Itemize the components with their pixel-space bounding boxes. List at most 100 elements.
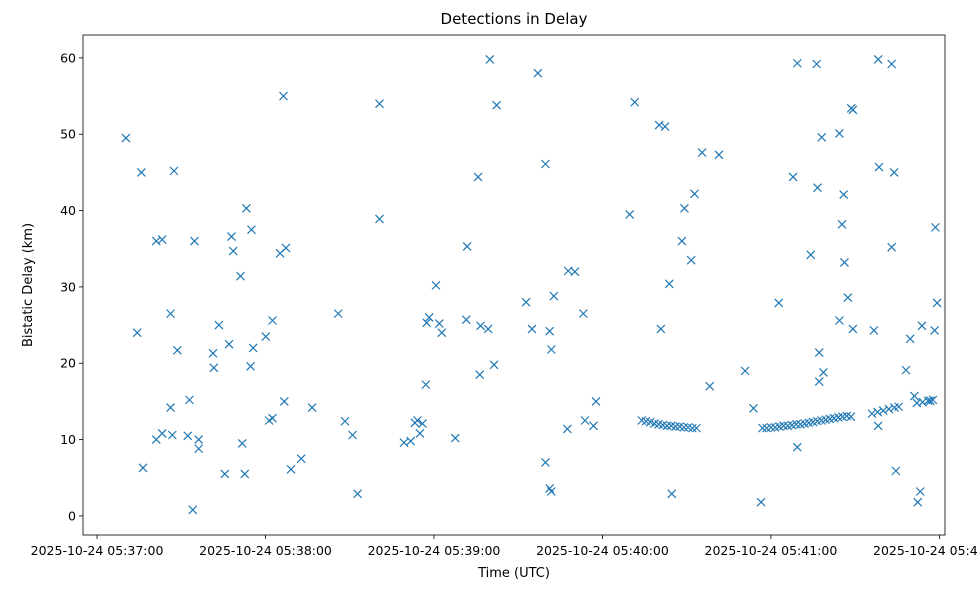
data-point-marker [839,190,849,199]
data-point-marker [399,438,409,448]
data-point-marker [562,424,572,434]
data-point-marker [813,183,822,193]
data-point-marker [867,409,877,419]
data-point-marker [237,438,247,448]
x-tick-label: 2025-10-24 05:38:00 [199,543,332,558]
x-tick-label: 2025-10-24 05:41:00 [705,543,838,558]
data-point-marker [521,297,531,307]
data-point-marker [533,68,543,78]
data-point-marker [774,298,784,308]
chart-title: Detections in Delay [441,10,588,28]
data-point-marker [296,454,306,464]
data-point-marker [756,497,766,507]
data-point-marker [791,419,801,429]
data-point-marker [307,403,317,412]
data-point-marker [286,464,296,474]
data-point-marker [236,271,245,281]
data-point-marker [268,413,277,423]
data-point-marker [281,243,291,253]
data-point-marker [923,396,933,406]
data-point-marker [157,235,167,245]
data-point-marker [333,309,343,319]
data-point-marker [476,321,486,331]
data-point-marker [889,167,899,177]
data-point-marker [172,345,182,355]
data-point-marker [846,412,856,422]
data-point-marker [887,242,897,252]
data-point-marker [817,132,827,142]
data-point-marker [848,105,858,115]
data-point-marker [375,214,384,224]
y-axis: 0 10 20 30 40 50 60 [60,50,83,523]
data-point-marker [812,59,822,69]
data-point-marker [492,100,502,110]
data-point-marker [654,120,664,130]
data-point-marker [578,309,588,319]
data-point-marker [422,318,432,328]
data-point-marker [450,433,460,443]
data-point-marker [240,469,250,479]
data-point-marker [630,97,640,107]
data-point-marker [166,309,176,319]
data-point-marker [925,396,935,406]
data-point-marker [279,396,289,406]
data-point-marker [792,58,802,68]
y-tick-label: 60 [60,50,76,65]
data-point-marker [905,334,915,344]
data-point-marker [930,325,940,335]
data-point-marker [874,162,884,172]
data-point-marker [677,236,687,246]
data-points [121,55,942,515]
data-point-marker [261,332,271,341]
data-point-marker [679,422,689,432]
data-point-marker [184,395,194,405]
data-point-marker [878,406,888,415]
y-tick-label: 0 [68,508,76,523]
y-tick-label: 30 [60,279,76,294]
data-point-marker [541,458,550,467]
data-point-marker [151,236,161,246]
data-point-marker [591,396,601,406]
data-point-marker [901,365,911,375]
data-point-marker [183,431,193,441]
data-point-marker [348,430,357,440]
data-point-marker [415,429,425,438]
data-point-marker [915,487,925,496]
data-point-marker [208,348,218,358]
data-point-marker [779,421,788,431]
data-point-marker [483,324,493,334]
y-tick-label: 10 [60,432,76,447]
data-point-marker [246,361,256,371]
data-point-marker [806,250,816,260]
data-point-marker [837,219,847,229]
data-point-marker [692,423,701,433]
data-point-marker [194,444,204,454]
data-point-marker [932,298,942,308]
data-point-marker [461,315,471,325]
data-point-marker [227,232,236,241]
data-point-marker [869,325,879,335]
data-point-marker [690,189,699,199]
data-point-marker [625,209,635,219]
data-point-marker [462,242,472,251]
data-point-marker [873,421,883,431]
data-point-marker [169,166,179,176]
x-tick-label: 2025-10-24 05:37:00 [31,543,164,558]
data-point-marker [434,319,444,328]
data-point-marker [835,316,844,325]
data-point-marker [224,339,234,349]
data-point-marker [527,324,537,334]
data-point-marker [840,258,849,267]
data-point-marker [406,436,416,446]
data-point-marker [884,404,894,414]
data-point-marker [375,99,384,109]
data-point-marker [667,489,677,499]
data-point-marker [873,407,883,417]
x-axis-label: Time (UTC) [477,566,550,581]
data-point-marker [687,423,697,433]
data-point-marker [489,360,499,370]
data-point-marker [894,402,904,412]
data-point-marker [412,416,422,425]
data-point-marker [917,321,927,331]
